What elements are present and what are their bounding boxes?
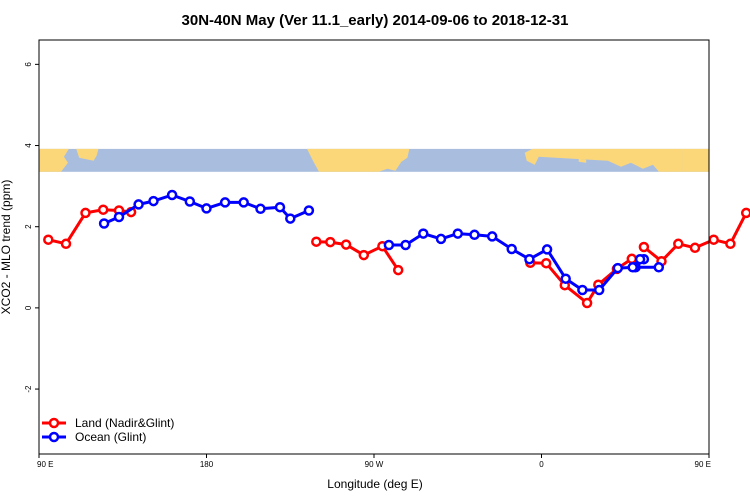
map-land-1 xyxy=(76,148,99,161)
ocean-point xyxy=(418,228,429,239)
ocean-point xyxy=(255,203,266,215)
ocean-point xyxy=(435,233,447,245)
land-point xyxy=(97,204,109,215)
x-tick-label: 0 xyxy=(539,460,544,469)
x-tick-label: 180 xyxy=(200,460,214,469)
ocean-point xyxy=(184,196,196,207)
ocean-point xyxy=(627,262,638,273)
ocean-point xyxy=(166,189,178,201)
ocean-point xyxy=(285,213,296,224)
land-point xyxy=(540,257,552,269)
world-map-strip xyxy=(39,148,709,172)
legend: Land (Nadir&Glint) Ocean (Glint) xyxy=(42,416,174,444)
ocean-point xyxy=(577,284,588,296)
ocean-point xyxy=(653,262,665,273)
x-axis-label: Longitude (deg E) xyxy=(327,477,422,491)
ocean-point xyxy=(148,195,159,207)
land-point xyxy=(638,241,650,253)
land-point xyxy=(689,242,701,254)
land-point xyxy=(311,236,322,247)
ocean-point xyxy=(219,197,231,208)
ocean-point xyxy=(400,239,411,251)
y-tick-label: 4 xyxy=(24,143,33,148)
land-point xyxy=(340,239,352,250)
ocean-point xyxy=(634,253,646,265)
ocean-point xyxy=(469,229,480,241)
land-point xyxy=(725,238,736,250)
y-tick-label: -2 xyxy=(24,385,33,393)
land-point xyxy=(581,297,593,309)
map-land-2 xyxy=(307,148,410,172)
map-land-6 xyxy=(578,158,587,163)
land-point xyxy=(325,236,336,248)
map-land-4 xyxy=(682,148,709,172)
land-point xyxy=(392,264,404,276)
legend-ocean-marker xyxy=(48,431,60,443)
map-land-3 xyxy=(524,148,683,172)
y-tick-label: 6 xyxy=(24,62,33,67)
y-tick-label: 2 xyxy=(24,224,33,229)
ocean-point xyxy=(201,203,212,214)
x-tick-label: 90 W xyxy=(365,460,384,469)
legend-land-label: Land (Nadir&Glint) xyxy=(75,416,174,430)
ocean-point xyxy=(506,243,517,255)
ocean-point xyxy=(113,211,125,223)
ocean-point xyxy=(303,205,315,216)
land-point xyxy=(708,234,719,245)
chart-title: 30N-40N May (Ver 11.1_early) 2014-09-06 … xyxy=(182,12,569,29)
ocean-point xyxy=(383,239,395,251)
map-land-0 xyxy=(39,148,69,172)
land-point xyxy=(80,207,91,219)
y-axis: -2 0 2 4 6 xyxy=(24,62,39,393)
ocean-series-line-1 xyxy=(388,232,645,292)
land-point xyxy=(60,238,72,250)
y-tick-label: 0 xyxy=(24,305,33,310)
land-point xyxy=(673,238,684,250)
ocean-point xyxy=(541,244,553,255)
ocean-point xyxy=(612,262,624,274)
plot-frame xyxy=(38,39,710,455)
ocean-point xyxy=(452,228,464,239)
x-tick-label: 90 E xyxy=(695,460,711,469)
ocean-point xyxy=(486,231,498,242)
land-point xyxy=(626,253,638,265)
land-point xyxy=(740,207,750,219)
ocean-point xyxy=(274,201,286,213)
x-axis: 90 E 180 90 W 0 90 E xyxy=(37,454,711,469)
land-point xyxy=(358,249,370,261)
y-axis-label: XCO2 - MLO trend (ppm) xyxy=(0,180,13,315)
legend-land-marker xyxy=(48,417,60,429)
ocean-point xyxy=(593,284,605,296)
ocean-point xyxy=(560,273,571,284)
ocean-point xyxy=(133,199,144,210)
plot-series xyxy=(43,189,750,309)
ocean-point xyxy=(238,197,249,208)
ocean-point xyxy=(98,218,110,229)
x-tick-label: 90 E xyxy=(37,460,53,469)
legend-ocean-label: Ocean (Glint) xyxy=(75,430,146,444)
ocean-point xyxy=(524,253,535,265)
land-point xyxy=(43,234,54,245)
land-series-line-3 xyxy=(642,210,750,263)
